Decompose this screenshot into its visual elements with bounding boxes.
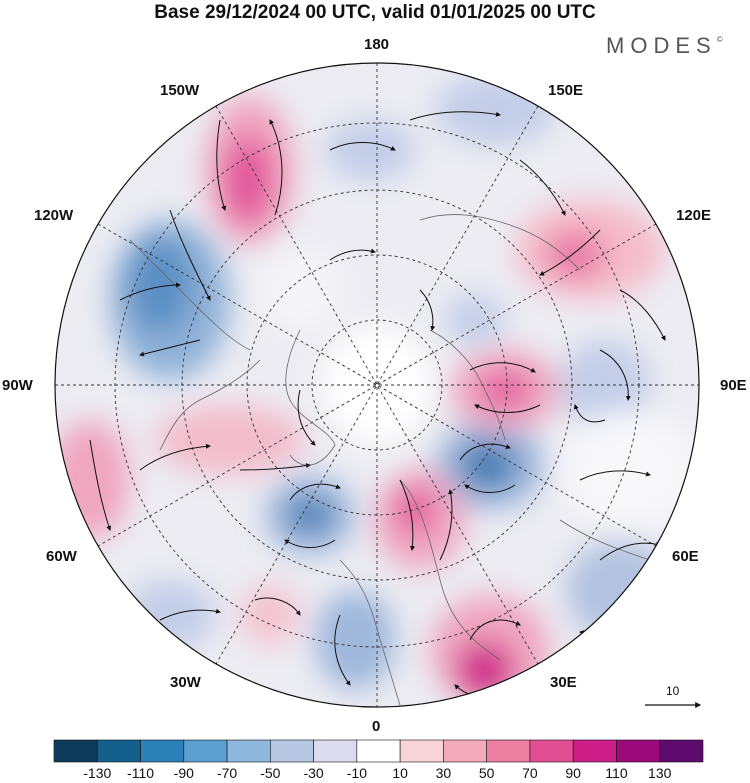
colorbar-tick-label: 130 (648, 765, 672, 781)
colorbar-swatch (140, 739, 185, 763)
colorbar-swatch (53, 739, 98, 763)
lon-label-30e: 30E (550, 674, 577, 691)
colorbar-tick-label: 50 (478, 765, 495, 781)
wind-scale-value: 10 (666, 684, 680, 698)
colorbar-tick-label: 30 (435, 765, 452, 781)
colorbar-tick-label: -70 (216, 765, 238, 781)
colorbar-tick-label: -130 (83, 765, 112, 781)
colorbar-swatch (313, 739, 358, 763)
colorbar-tick-label: -10 (346, 765, 367, 781)
lon-label-30w: 30W (170, 674, 201, 691)
colorbar-swatch (659, 739, 704, 763)
colorbar-swatch (270, 739, 314, 763)
lon-label-120w: 120W (34, 207, 74, 224)
lon-label-60w: 60W (46, 548, 77, 565)
colorbar-swatch (616, 739, 661, 763)
lon-label-180: 180 (364, 36, 390, 53)
lon-label-90w: 90W (2, 377, 33, 394)
colorbar-swatch (226, 739, 271, 763)
map-title: Base 29/12/2024 00 UTC, valid 01/01/2025… (154, 2, 596, 23)
colorbar-tick-label: 70 (522, 765, 538, 781)
colorbar-swatch (356, 739, 401, 763)
colorbar-swatch (183, 739, 228, 763)
colorbar-tick-label: 110 (605, 765, 628, 781)
colorbar-swatch (399, 739, 444, 763)
modes-logo: MODES© (606, 33, 723, 58)
colorbar-tick-label: -30 (303, 765, 324, 781)
colorbar (53, 739, 704, 763)
colorbar-tick-label: -50 (260, 765, 281, 781)
lon-label-150w: 150W (160, 82, 200, 99)
colorbar-tick-label: -110 (127, 765, 155, 781)
lon-label-150e: 150E (548, 82, 584, 99)
lon-label-90e: 90E (720, 377, 747, 394)
lon-label-0: 0 (372, 718, 381, 735)
lon-label-120e: 120E (676, 207, 712, 224)
colorbar-swatch (443, 739, 487, 763)
colorbar-swatch (96, 739, 141, 763)
colorbar-tick-label: 90 (565, 765, 581, 781)
colorbar-tick-label: -90 (173, 765, 194, 781)
colorbar-swatch (529, 739, 574, 763)
colorbar-tick-label: 10 (392, 765, 408, 781)
colorbar-swatch (486, 739, 531, 763)
colorbar-swatch (572, 739, 617, 763)
lon-label-60e: 60E (672, 548, 699, 565)
